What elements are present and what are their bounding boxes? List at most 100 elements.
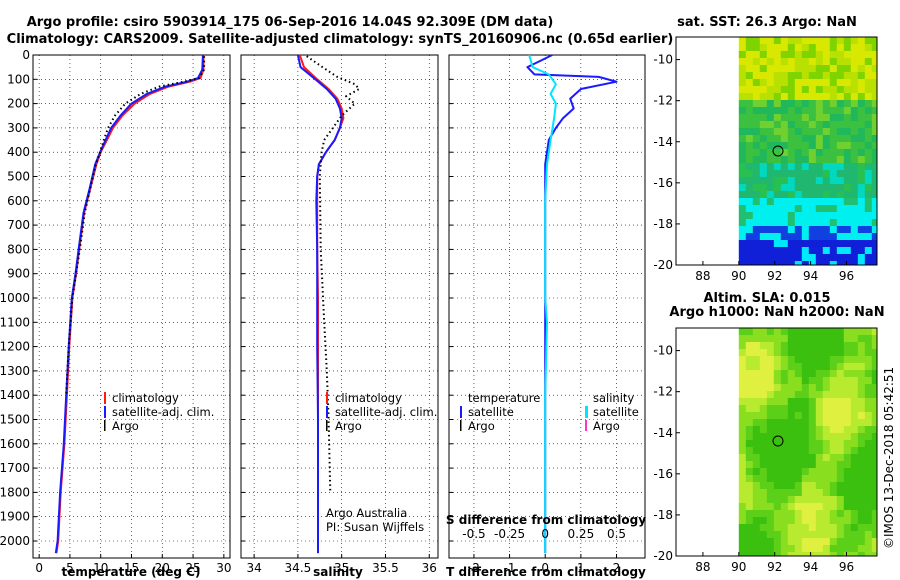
map-cell <box>871 37 878 45</box>
map-cell <box>738 370 747 378</box>
map-cell <box>815 405 824 413</box>
map-cell <box>759 219 768 227</box>
map-cell <box>801 447 810 455</box>
map-cell <box>822 44 831 52</box>
map-cell <box>752 475 761 483</box>
map-cell <box>801 349 810 357</box>
map-cell <box>759 405 768 413</box>
map-cell <box>822 219 831 227</box>
map-cell <box>773 433 782 441</box>
legend-swatch-s-argo <box>585 420 587 431</box>
map-cell <box>738 503 747 511</box>
map-cell <box>815 121 824 129</box>
map-cell <box>794 468 803 476</box>
map-cell <box>871 156 878 164</box>
map-cell <box>801 51 810 59</box>
map-cell <box>780 454 789 462</box>
map-cell <box>815 233 824 241</box>
map-cell <box>843 538 852 546</box>
map-cell <box>780 349 789 357</box>
map-cell <box>822 261 831 266</box>
s-difference-label: S difference from climatology <box>446 513 646 527</box>
map-cell <box>864 524 873 532</box>
map-cell <box>787 212 796 220</box>
map-cell <box>780 552 789 557</box>
map-cell <box>871 370 878 378</box>
map-cell <box>857 212 866 220</box>
map-cell <box>801 531 810 539</box>
y-tick-label: 400 <box>7 145 30 159</box>
map-cell <box>822 433 831 441</box>
map-cell <box>836 163 845 171</box>
map-cell <box>745 370 754 378</box>
map-cell <box>745 517 754 525</box>
map-cell <box>808 461 817 469</box>
map-cell <box>822 335 831 343</box>
map-cell <box>745 114 754 122</box>
map-cell <box>752 356 761 364</box>
map-cell <box>843 163 852 171</box>
map-cell <box>857 433 866 441</box>
map-cell <box>766 149 775 157</box>
map-cell <box>829 226 838 234</box>
map-cell <box>759 517 768 525</box>
map-cell <box>864 107 873 115</box>
map-cell <box>822 377 831 385</box>
map-cell <box>822 517 831 525</box>
map-cell <box>745 107 754 115</box>
series-line-salinity-satellite <box>528 54 557 554</box>
map-cell <box>745 538 754 546</box>
map-cell <box>752 184 761 192</box>
map-cell <box>801 219 810 227</box>
map-cell <box>738 377 747 385</box>
map-cell <box>780 177 789 185</box>
map-cell <box>850 198 859 206</box>
map-cell <box>745 177 754 185</box>
map-cell <box>843 100 852 108</box>
map-cell <box>773 114 782 122</box>
map-cell <box>836 503 845 511</box>
legend-label-s-satellite: satellite <box>593 405 639 419</box>
legend-swatch-argo <box>326 420 328 431</box>
map-cell <box>822 86 831 94</box>
map-cell <box>864 454 873 462</box>
map-cell <box>822 163 831 171</box>
map-cell <box>808 135 817 143</box>
map-cell <box>787 454 796 462</box>
map-cell <box>836 205 845 213</box>
map-y-tick-label: -16 <box>653 467 673 481</box>
map-cell <box>829 482 838 490</box>
y-tick-label: 1700 <box>0 461 30 475</box>
map-cell <box>794 482 803 490</box>
map-cell <box>850 51 859 59</box>
map-cell <box>864 79 873 87</box>
map-cell <box>787 205 796 213</box>
map-cell <box>787 51 796 59</box>
map-cell <box>766 447 775 455</box>
map-cell <box>857 447 866 455</box>
legend-swatch-satellite <box>104 406 106 418</box>
map-cell <box>829 510 838 518</box>
map-cell <box>801 247 810 255</box>
map-cell <box>857 86 866 94</box>
map-cell <box>864 419 873 427</box>
map-cell <box>808 86 817 94</box>
map-cell <box>829 184 838 192</box>
map-cell <box>773 191 782 199</box>
map-cell <box>836 482 845 490</box>
header-line-2: Climatology: CARS2009. Satellite-adjuste… <box>7 32 674 47</box>
map-cell <box>745 240 754 248</box>
map-cell <box>752 377 761 385</box>
map-cell <box>801 44 810 52</box>
map-cell <box>836 72 845 80</box>
map-cell <box>829 440 838 448</box>
map-cell <box>808 419 817 427</box>
map-cell <box>822 191 831 199</box>
x-tick-label: 35.5 <box>372 561 399 575</box>
map-cell <box>773 247 782 255</box>
map-cell <box>773 72 782 80</box>
map-cell <box>843 72 852 80</box>
map-cell <box>780 405 789 413</box>
map-cell <box>829 356 838 364</box>
map-cell <box>829 405 838 413</box>
